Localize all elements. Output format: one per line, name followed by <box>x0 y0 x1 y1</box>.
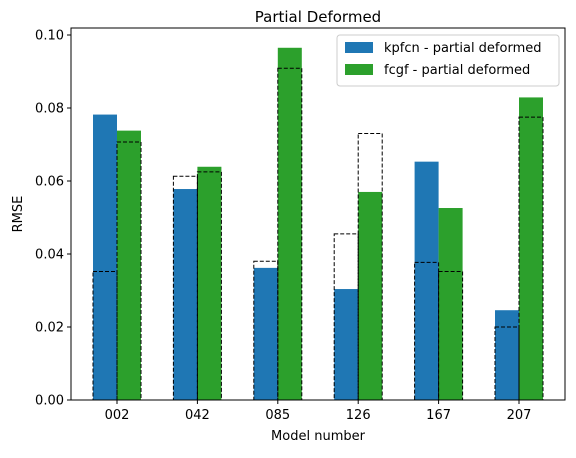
bar-fcgf-042 <box>197 166 222 400</box>
bar-fcgf-126 <box>358 191 383 400</box>
dashed-outline-kpfcn-167 <box>414 261 440 401</box>
legend: kpfcn - partial deformed fcgf - partial … <box>336 34 560 87</box>
x-tick-label: 126 <box>346 408 371 423</box>
y-tick-label: 0.02 <box>35 321 64 336</box>
x-tick-label: 207 <box>507 408 532 423</box>
y-tick-label: 0.06 <box>35 175 64 190</box>
x-axis: 002 042 085 126 167 207 <box>105 400 532 423</box>
x-tick-label: 167 <box>426 408 451 423</box>
bar-kpfcn-002 <box>93 114 117 400</box>
y-axis-label: RMSE <box>11 196 26 233</box>
bar-fcgf-167 <box>438 208 463 400</box>
y-tick-label: 0.04 <box>35 248 64 263</box>
y-tick-label: 0.00 <box>35 394 64 409</box>
bar-kpfcn-085 <box>253 267 278 400</box>
y-tick-label: 0.10 <box>35 29 64 44</box>
legend-swatch-fcgf <box>345 64 373 75</box>
x-tick-label: 042 <box>185 408 210 423</box>
bar-kpfcn-042 <box>173 189 198 400</box>
y-axis: 0.00 0.02 0.04 0.06 0.08 0.10 <box>35 29 71 409</box>
x-axis-label: Model number <box>271 429 366 444</box>
dashed-outline-layer <box>92 67 544 401</box>
bar-fcgf-002 <box>117 130 141 400</box>
bar-kpfcn-207 <box>495 310 519 400</box>
legend-label-fcgf: fcgf - partial deformed <box>384 63 530 78</box>
bar-kpfcn-167 <box>414 161 439 400</box>
y-tick-label: 0.08 <box>35 102 64 117</box>
x-tick-label: 002 <box>105 408 130 423</box>
x-tick-label: 085 <box>265 408 290 423</box>
dashed-outline-kpfcn-126 <box>333 233 359 401</box>
bar-fcgf-207 <box>519 97 543 400</box>
bar-kpfcn-126 <box>334 289 359 400</box>
bar-fcgf-085 <box>277 47 302 401</box>
plot-frame <box>70 27 566 401</box>
legend-box <box>336 34 560 87</box>
chart-title: Partial Deformed <box>255 8 381 26</box>
bars-layer <box>93 47 543 401</box>
legend-swatch-kpfcn <box>345 42 373 53</box>
legend-label-kpfcn: kpfcn - partial deformed <box>384 41 542 56</box>
